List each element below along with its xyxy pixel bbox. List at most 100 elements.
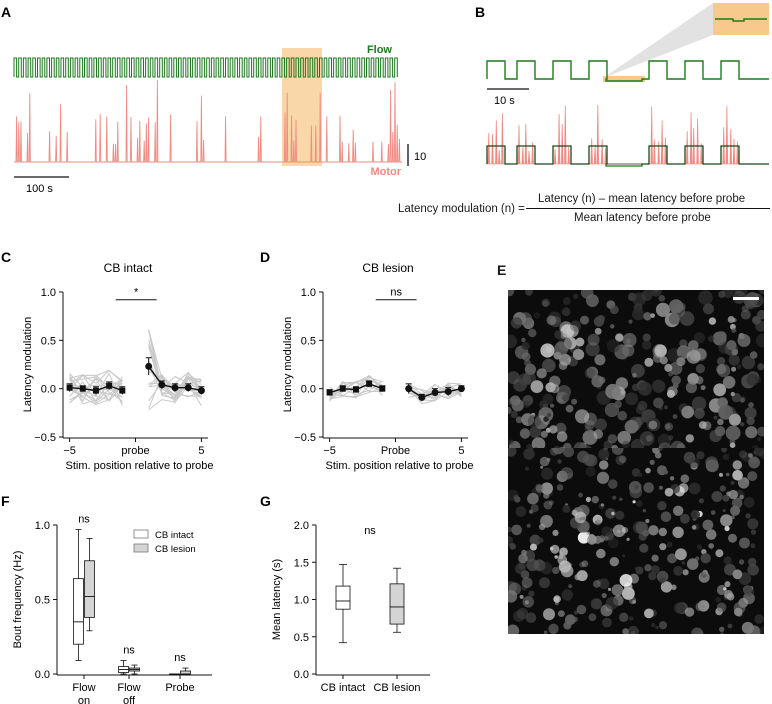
cell-body: [611, 584, 624, 597]
cell-body: [753, 448, 764, 457]
cell-body: [648, 420, 658, 430]
cell-body: [646, 417, 661, 432]
individual-trace: [329, 377, 383, 399]
cell-body: [560, 333, 567, 340]
cell-body: [702, 519, 714, 531]
cell-body: [582, 453, 595, 466]
cell-body: [659, 356, 668, 365]
panel-b-traces: B 10 s: [475, 3, 769, 167]
x-tick-label: Flow: [117, 682, 140, 694]
cell-body: [610, 324, 615, 329]
significance-label: ns: [364, 525, 376, 537]
cell-body: [730, 505, 741, 516]
data-point: [444, 388, 452, 396]
cell-body: [571, 398, 578, 405]
cell-body: [719, 485, 726, 492]
cell-body: [617, 430, 631, 445]
cell-body: [549, 375, 561, 387]
cell-body: [568, 584, 573, 589]
cell-body: [519, 594, 524, 599]
cell-body: [741, 355, 756, 370]
cell-body: [560, 467, 574, 480]
micrograph-cb-lesion: [508, 448, 764, 634]
cell-body: [654, 344, 667, 357]
cell-body: [723, 556, 732, 565]
cell-body: [726, 592, 735, 601]
cell-body: [615, 510, 625, 520]
cell-body: [658, 527, 667, 537]
data-point: [326, 389, 333, 396]
motor-trace-path: [14, 79, 403, 163]
cell-body: [753, 451, 757, 455]
cell-body: [644, 608, 654, 619]
cell-body: [650, 313, 655, 318]
cell-body: [744, 406, 757, 419]
cell-body: [690, 509, 700, 520]
cell-body: [625, 392, 638, 406]
cell-body: [724, 581, 731, 588]
cell-body: [540, 482, 553, 495]
cell-body: [622, 333, 637, 347]
flow-trace-zoomed: [486, 60, 769, 82]
cell-body: [748, 557, 757, 567]
cell-body: [565, 614, 576, 625]
legend-swatch: [133, 543, 149, 553]
cell-body: [685, 381, 697, 394]
cell-body: [659, 577, 666, 584]
cell-body: [741, 305, 749, 313]
cell-body: [554, 341, 569, 356]
cell-body: [721, 448, 727, 453]
cell-body: [749, 351, 758, 359]
cell-body: [593, 580, 601, 588]
panel-f-letter: F: [1, 493, 10, 509]
cell-body: [550, 383, 560, 394]
y-tick-label: 0.0: [41, 384, 56, 396]
data-point: [418, 393, 426, 401]
cell-body: [533, 312, 541, 319]
cell-body: [549, 403, 555, 408]
cell-body: [659, 543, 667, 551]
cell-body: [521, 549, 527, 556]
cell-body: [720, 514, 733, 527]
cell-body: [663, 469, 669, 475]
motor-label: Motor: [370, 166, 401, 178]
cell-body: [680, 474, 690, 483]
chart-title: CB intact: [104, 261, 153, 275]
cell-body: [686, 349, 701, 364]
cell-body: [729, 442, 736, 448]
micrograph-scale-bar: [733, 297, 759, 300]
cell-body: [556, 484, 564, 491]
cell-body: [739, 450, 747, 459]
cell-body: [698, 630, 704, 634]
cell-body: [548, 623, 559, 634]
cell-body: [681, 406, 694, 419]
cell-body: [717, 357, 726, 366]
individual-trace: [69, 380, 123, 406]
cell-body: [664, 422, 674, 431]
cell-body: [598, 578, 610, 590]
cell-body: [669, 476, 675, 481]
cell-body: [622, 628, 629, 634]
data-point: [366, 380, 373, 387]
cell-body: [624, 419, 639, 434]
cell-body: [548, 500, 554, 506]
cell-body: [619, 574, 633, 587]
cell-body: [681, 561, 686, 565]
cell-body: [529, 534, 541, 546]
cell-body: [593, 316, 605, 327]
cell-body: [510, 410, 518, 418]
cell-body: [556, 431, 568, 442]
cell-body: [605, 597, 619, 610]
cell-body: [546, 315, 557, 326]
cell-body: [513, 494, 519, 500]
cell-body: [658, 295, 666, 302]
cell-body: [684, 607, 695, 617]
box: [73, 578, 84, 645]
cell-body: [535, 484, 544, 493]
cell-body: [542, 403, 549, 409]
individual-trace: [69, 382, 123, 402]
x-tick-label: probe: [121, 445, 149, 457]
individual-trace: [408, 383, 462, 399]
cell-body: [648, 525, 659, 536]
cell-body: [622, 554, 626, 558]
